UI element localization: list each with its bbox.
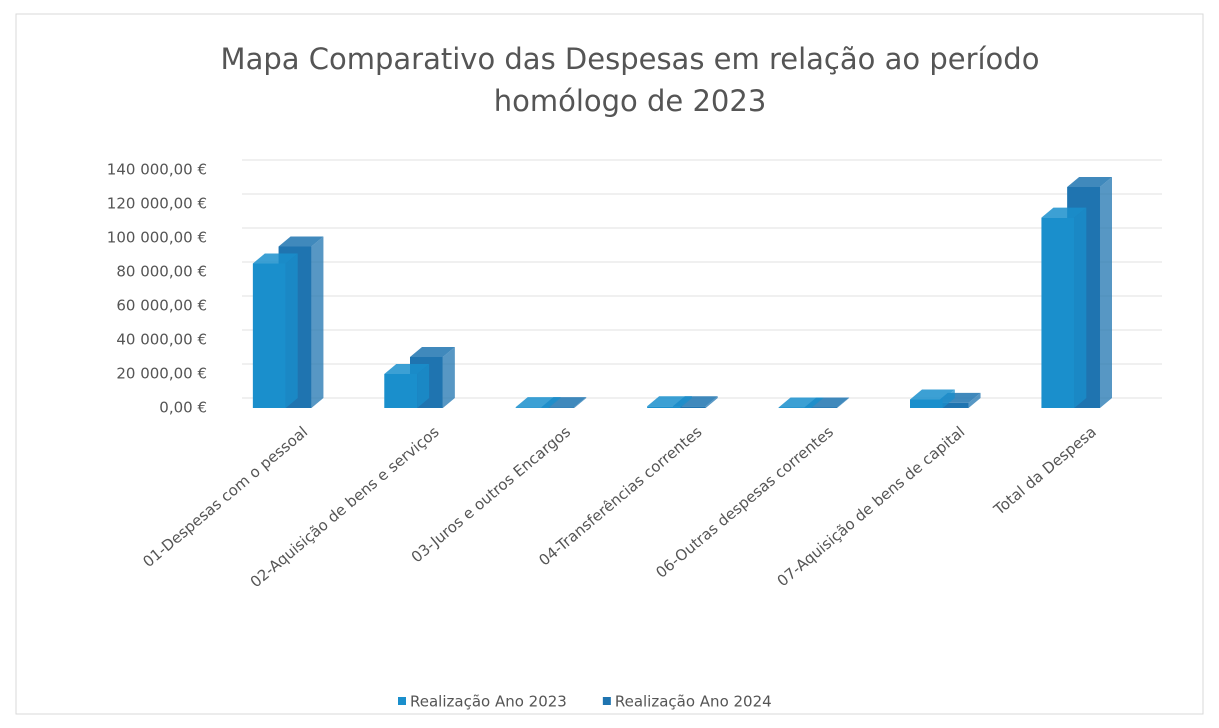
bar-side xyxy=(680,396,692,408)
bar xyxy=(778,407,812,408)
bar-top xyxy=(910,389,955,400)
y-tick-label: 40 000,00 € xyxy=(116,331,207,349)
legend-swatch xyxy=(602,697,611,705)
bar-top xyxy=(384,364,430,374)
bar-side xyxy=(311,236,324,408)
legend-label: Realização Ano 2024 xyxy=(615,693,772,711)
bar-top xyxy=(515,397,561,408)
y-tick-label: 80 000,00 € xyxy=(116,263,207,281)
bar-side xyxy=(811,397,824,408)
legend-swatch xyxy=(398,697,406,705)
bar-side xyxy=(442,347,455,408)
bar-side xyxy=(1074,207,1087,408)
y-tick-label: 100 000,00 € xyxy=(107,229,207,247)
bar-side xyxy=(942,389,955,408)
bar xyxy=(647,406,680,408)
bar-top xyxy=(778,397,824,408)
bar xyxy=(672,406,706,408)
x-tick-label: Total da Despesa xyxy=(990,423,1100,519)
y-tick-label: 60 000,00 € xyxy=(116,297,207,315)
legend-label: Realização Ano 2023 xyxy=(410,693,567,711)
bar-side xyxy=(417,364,430,408)
bar-side xyxy=(705,396,718,408)
bar-top xyxy=(252,253,298,264)
bar-top xyxy=(1067,177,1112,187)
bar xyxy=(541,407,575,408)
bar-side xyxy=(968,392,981,408)
bar xyxy=(910,399,943,408)
bar xyxy=(252,263,286,408)
chart-border xyxy=(15,13,1204,715)
bar xyxy=(804,407,838,408)
y-tick-label: 120 000,00 € xyxy=(107,195,207,213)
bar-side xyxy=(574,397,587,408)
y-tick-label: 20 000,00 € xyxy=(116,365,207,383)
bar-side xyxy=(1100,177,1112,408)
y-tick-label: 0,00 € xyxy=(159,399,207,417)
bar-top xyxy=(278,236,324,247)
bar-top xyxy=(1041,207,1087,218)
bar xyxy=(515,407,549,408)
bar xyxy=(384,374,418,408)
y-tick-label: 140 000,00 € xyxy=(107,161,207,179)
bar-top xyxy=(410,347,455,357)
chart-title: Mapa Comparativo das Despesas em relação… xyxy=(220,42,1040,118)
bar xyxy=(935,402,969,408)
bar-side xyxy=(837,397,850,408)
bar-side xyxy=(285,253,298,408)
bar-top xyxy=(647,396,692,407)
bar-side xyxy=(548,397,561,408)
bar xyxy=(1041,217,1075,408)
